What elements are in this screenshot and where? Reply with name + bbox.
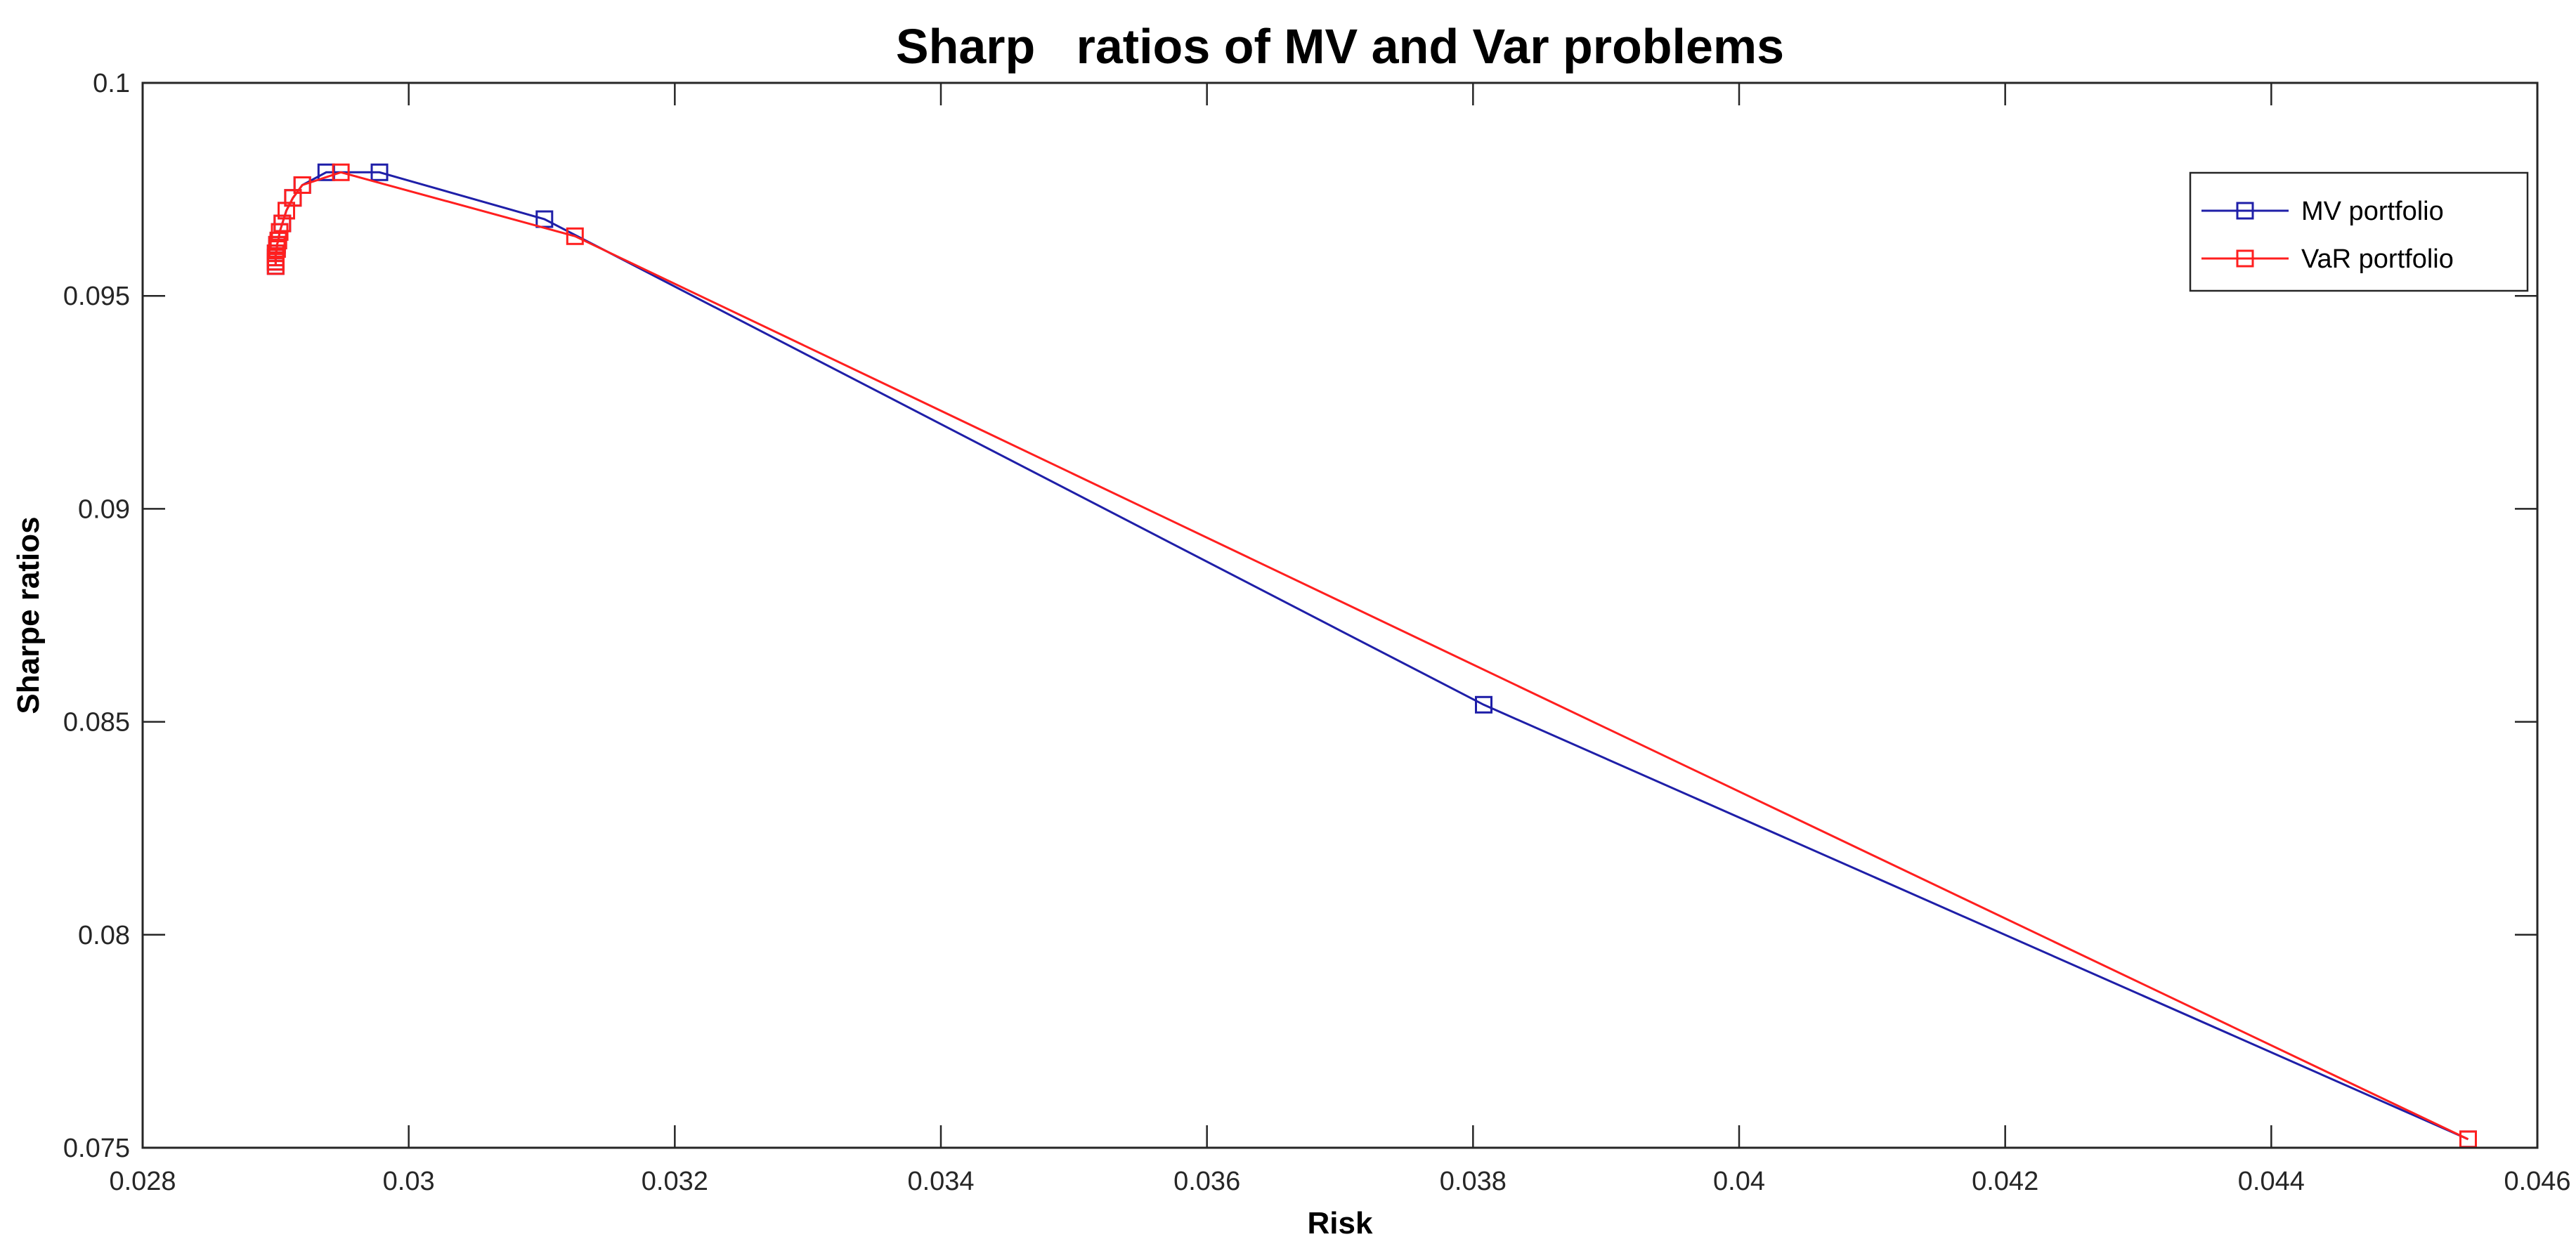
series-var-portfolio <box>266 163 2477 1148</box>
data-point-marker <box>278 202 295 220</box>
legend-label: VaR portfolio <box>2301 244 2454 274</box>
legend-label: MV portfolio <box>2301 197 2444 226</box>
data-point-marker <box>332 163 350 181</box>
legend-marker <box>2236 202 2254 220</box>
y-tick-label: 0.08 <box>78 921 130 950</box>
legend: MV portfolio VaR portfolio <box>2189 171 2529 292</box>
x-tick-label: 0.03 <box>383 1167 435 1196</box>
axes-box <box>141 81 2539 1149</box>
x-tick-label: 0.044 <box>2238 1167 2305 1196</box>
legend-entry: MV portfolio <box>2201 197 2444 226</box>
data-point-marker <box>273 214 292 232</box>
series-layer <box>266 163 2477 1148</box>
legend-marker <box>2236 249 2254 268</box>
data-point-marker <box>370 163 389 181</box>
x-tick-label: 0.042 <box>1972 1167 2038 1196</box>
axes-background <box>143 83 2537 1148</box>
legend-box <box>2189 171 2529 292</box>
legend-entry: VaR portfolio <box>2201 244 2454 274</box>
data-point-marker <box>1475 695 1492 714</box>
legend-entries: MV portfolio VaR portfolio <box>2201 197 2454 274</box>
y-axis-label: Sharpe ratios <box>11 516 46 714</box>
y-tick-label: 0.09 <box>78 494 130 524</box>
x-tick-label: 0.04 <box>1713 1167 1765 1196</box>
data-point-marker <box>284 189 302 207</box>
y-axis: 0.075 0.08 0.085 0.09 0.095 0.1 <box>63 69 2537 1163</box>
y-tick-label: 0.1 <box>93 69 130 98</box>
y-tick-label: 0.085 <box>63 708 130 738</box>
x-tick-label: 0.032 <box>642 1167 708 1196</box>
data-point-marker <box>268 235 286 254</box>
x-tick-label: 0.028 <box>109 1167 176 1196</box>
x-axis: 0.028 0.03 0.032 0.034 0.036 0.038 0.04 0.042 0.… <box>109 83 2571 1196</box>
data-point-marker <box>566 227 584 245</box>
y-tick-label: 0.095 <box>63 282 130 311</box>
chart-title: Sharp ratios of MV and Var problems <box>896 19 1784 74</box>
x-axis-label: Risk <box>1308 1206 1373 1240</box>
x-tick-label: 0.038 <box>1440 1167 1507 1196</box>
x-tick-label: 0.036 <box>1173 1167 1240 1196</box>
y-tick-label: 0.075 <box>63 1134 130 1163</box>
data-point-marker <box>293 176 311 194</box>
x-tick-label: 0.046 <box>2504 1167 2570 1196</box>
x-tick-label: 0.034 <box>907 1167 974 1196</box>
plot-area <box>143 83 2537 1148</box>
